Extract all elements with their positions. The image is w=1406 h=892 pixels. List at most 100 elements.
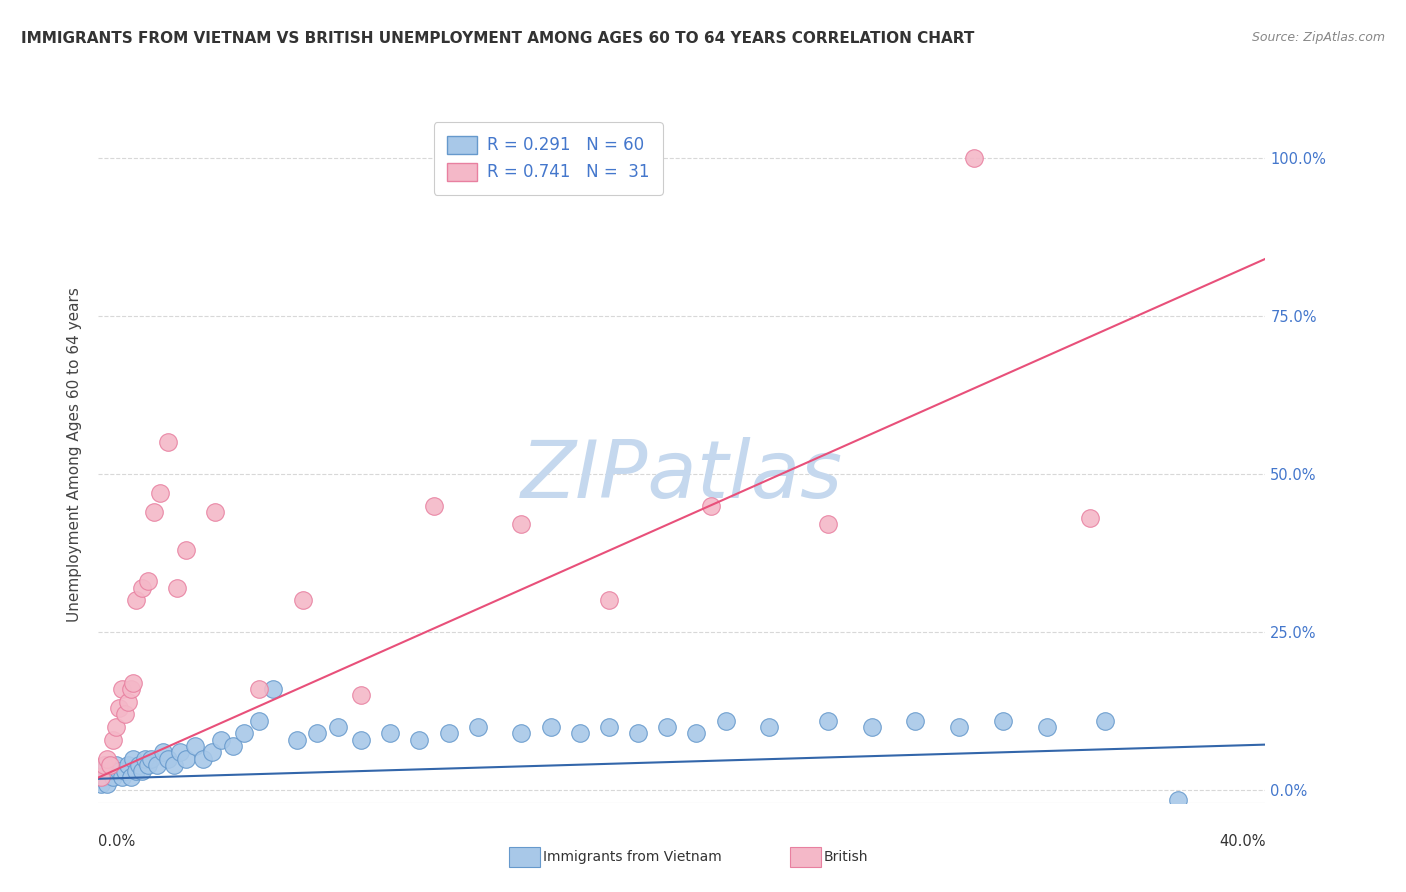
Point (93, 757, 115, 772)
Point (758, 720, 780, 734)
Point (125, 593, 148, 607)
Point (467, 720, 489, 734)
Point (285, 732, 308, 747)
Point (125, 764, 148, 779)
Point (209, 732, 232, 747)
Text: 0.0%: 0.0% (98, 834, 135, 849)
Point (120, 681, 142, 696)
Point (193, 751, 215, 765)
Point (142, 505, 165, 519)
Text: 40.0%: 40.0% (1219, 834, 1265, 849)
Point (122, 675, 145, 690)
Point (540, 720, 562, 734)
Text: IMMIGRANTS FROM VIETNAM VS BRITISH UNEMPLOYMENT AMONG AGES 60 TO 64 YEARS CORREL: IMMIGRANTS FROM VIETNAM VS BRITISH UNEMP… (21, 31, 974, 46)
Point (657, 720, 679, 734)
Point (714, 714, 737, 728)
Point (89, 771, 111, 785)
Point (120, 771, 142, 785)
Point (163, 757, 186, 772)
Point (91, 764, 114, 779)
Point (991, 714, 1014, 728)
Point (93, 771, 115, 785)
Point (510, 517, 533, 532)
Point (183, 739, 205, 753)
Point (108, 701, 131, 715)
Point (350, 688, 373, 702)
Point (904, 714, 927, 728)
Point (111, 771, 134, 785)
Point (157, 751, 180, 765)
Point (307, 726, 329, 740)
Point (152, 745, 174, 759)
Point (114, 707, 136, 722)
Point (90, 777, 112, 791)
Point (169, 745, 191, 759)
Point (174, 751, 197, 765)
Point (96, 777, 118, 791)
Point (510, 726, 533, 740)
Point (247, 714, 270, 728)
Point (157, 435, 180, 450)
Point (817, 714, 839, 728)
Point (101, 732, 124, 747)
Point (437, 726, 460, 740)
Point (136, 574, 159, 589)
Point (122, 751, 145, 765)
Text: ZIPatlas: ZIPatlas (520, 437, 844, 515)
Point (131, 764, 153, 779)
Point (1094, 714, 1116, 728)
Point (117, 695, 139, 709)
Point (423, 499, 446, 513)
Point (568, 726, 591, 740)
Point (247, 681, 270, 696)
Point (201, 745, 224, 759)
Point (149, 486, 172, 500)
Point (350, 732, 373, 747)
Point (98, 757, 121, 772)
Point (134, 751, 156, 765)
Point (90, 771, 112, 785)
Point (117, 757, 139, 772)
Point (131, 581, 153, 595)
Point (380, 726, 402, 740)
Point (262, 681, 284, 696)
Point (817, 517, 839, 532)
Point (139, 751, 162, 765)
Text: Immigrants from Vietnam: Immigrants from Vietnam (543, 850, 721, 864)
Point (860, 720, 883, 734)
Point (108, 764, 131, 779)
Point (128, 757, 150, 772)
Point (136, 757, 159, 772)
Text: British: British (824, 850, 869, 864)
Point (700, 499, 723, 513)
Point (1035, 720, 1057, 734)
Point (146, 757, 169, 772)
Point (104, 757, 127, 772)
Legend: R = 0.291   N = 60, R = 0.741   N =  31: R = 0.291 N = 60, R = 0.741 N = 31 (433, 122, 662, 194)
Point (291, 593, 314, 607)
Point (98, 764, 121, 779)
Point (326, 720, 349, 734)
Point (111, 681, 134, 696)
Point (962, 151, 984, 165)
Y-axis label: Unemployment Among Ages 60 to 64 years: Unemployment Among Ages 60 to 64 years (67, 287, 83, 623)
Point (114, 764, 136, 779)
Point (627, 726, 650, 740)
Point (598, 593, 620, 607)
Point (1167, 792, 1189, 806)
Point (101, 771, 124, 785)
Point (598, 720, 620, 734)
Point (221, 739, 243, 753)
Point (408, 732, 430, 747)
Point (204, 505, 226, 519)
Point (104, 720, 127, 734)
Point (685, 726, 707, 740)
Point (96, 751, 118, 765)
Point (233, 726, 256, 740)
Point (166, 581, 188, 595)
Point (948, 720, 970, 734)
Point (174, 542, 197, 557)
Point (94, 757, 117, 772)
Point (1080, 511, 1102, 525)
Text: Source: ZipAtlas.com: Source: ZipAtlas.com (1251, 31, 1385, 45)
